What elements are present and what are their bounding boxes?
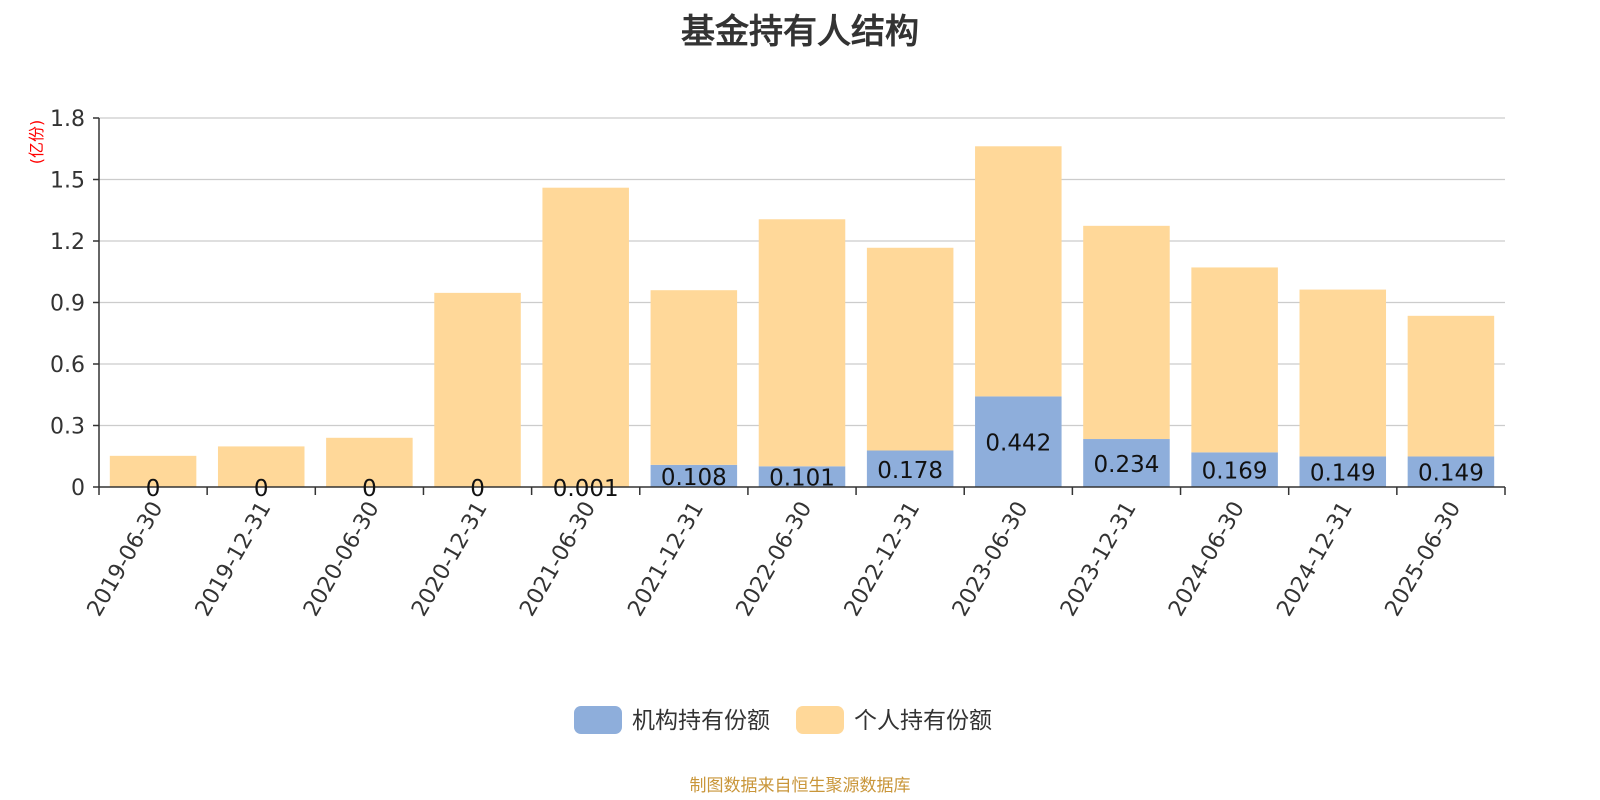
bar-institutional — [1191, 452, 1278, 487]
legend-swatch — [574, 706, 622, 734]
x-tick-label: 2022-06-30 — [732, 498, 818, 621]
bar-institutional — [975, 396, 1062, 487]
x-tick-label: 2023-06-30 — [948, 498, 1034, 621]
y-tick-label: 0 — [71, 476, 85, 501]
bar-individual — [650, 290, 738, 465]
bar-individual — [1191, 267, 1278, 453]
data-label: 0.149 — [1418, 461, 1484, 487]
bar-individual — [1299, 289, 1387, 457]
data-label: 0 — [362, 476, 377, 502]
bar-individual — [326, 437, 413, 487]
y-tick-label: 1.8 — [50, 107, 85, 132]
data-label: 0.178 — [877, 458, 943, 484]
bar-individual — [542, 187, 629, 487]
data-labels: 0 0 0 0 0.001 0.108 0.101 0.178 0.442 0.234 0.169 0… — [146, 431, 1484, 502]
x-tick-label: 2020-12-31 — [407, 498, 493, 621]
bar-institutional — [1299, 456, 1387, 487]
bar-individual — [975, 146, 1062, 397]
data-label: 0.149 — [1310, 461, 1376, 487]
bar-institutional — [758, 466, 846, 487]
y-tick-label: 1.2 — [50, 230, 85, 255]
source-note: 制图数据来自恒生聚源数据库 — [689, 776, 911, 796]
data-label: 0 — [470, 476, 485, 502]
data-label: 0.001 — [553, 476, 619, 502]
bar-individual — [866, 247, 954, 451]
legend-label: 机构持有份额 — [632, 708, 770, 734]
bars — [109, 146, 1495, 487]
x-tick-label: 2020-06-30 — [299, 498, 385, 621]
y-tick-label: 0.3 — [50, 415, 85, 440]
legend-swatch — [796, 706, 844, 734]
y-tick-label: 0.9 — [50, 292, 85, 317]
x-tick-label: 2023-12-31 — [1056, 498, 1142, 621]
bar-individual — [109, 455, 197, 487]
bar-individual — [434, 292, 521, 487]
x-tick-label: 2024-12-31 — [1272, 498, 1358, 621]
data-label: 0.169 — [1202, 459, 1268, 485]
x-tick-label: 2019-06-30 — [83, 498, 169, 621]
x-tick-label: 2021-06-30 — [515, 498, 601, 621]
bar-institutional — [1407, 456, 1495, 487]
y-tick-label: 1.5 — [50, 169, 85, 194]
x-tick-label: 2021-12-31 — [623, 498, 709, 621]
x-tick-label: 2025-06-30 — [1381, 498, 1467, 621]
y-axis-label: (亿份) — [27, 120, 46, 165]
x-tick-label: 2019-12-31 — [191, 498, 277, 621]
bar-institutional — [866, 450, 954, 487]
bar-institutional — [1083, 439, 1170, 487]
legend-label: 个人持有份额 — [854, 708, 992, 734]
bar-institutional — [650, 464, 738, 487]
data-label: 0.101 — [769, 466, 835, 492]
bar-individual — [217, 446, 305, 487]
bar-individual — [1083, 225, 1170, 440]
data-label: 0.234 — [1094, 452, 1160, 478]
x-tick-label: 2024-06-30 — [1164, 498, 1250, 621]
chart-title: 基金持有人结构 — [681, 12, 919, 52]
legend: 机构持有份额 个人持有份额 — [574, 706, 992, 734]
x-tick-label: 2022-12-31 — [840, 498, 926, 621]
data-label: 0 — [254, 476, 269, 502]
y-tick-label: 0.6 — [50, 353, 85, 378]
bar-individual — [1407, 315, 1495, 457]
data-label: 0.108 — [661, 465, 727, 491]
bar-individual — [758, 219, 846, 467]
data-label: 0 — [146, 476, 161, 502]
data-label: 0.442 — [985, 431, 1051, 457]
